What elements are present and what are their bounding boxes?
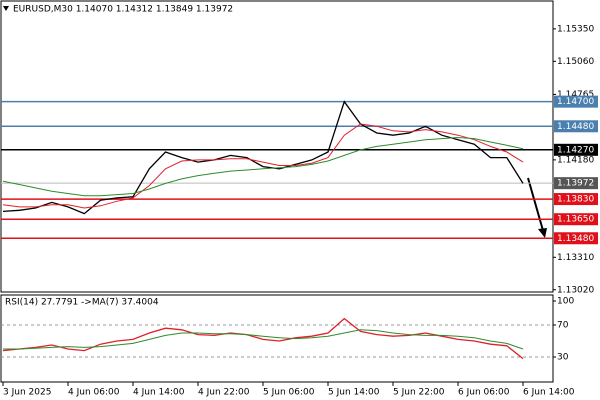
rsi-panel <box>0 294 554 383</box>
series-line <box>2 123 524 209</box>
level-box <box>554 193 598 206</box>
y-tick-label: 1.15060 <box>557 57 594 67</box>
level-label: 1.14270 <box>557 145 594 155</box>
series-line <box>2 136 524 197</box>
level-label: 1.14700 <box>557 97 594 107</box>
x-tick-label: 4 Jun 22:00 <box>198 388 250 398</box>
current-price-label: 1.13972 <box>557 179 594 189</box>
level-box <box>554 143 598 156</box>
arrow-head <box>538 228 547 238</box>
price-panel <box>0 0 554 293</box>
chart-title: EURUSD,M30 1.14070 1.14312 1.13849 1.139… <box>13 5 233 15</box>
x-tick-label: 5 Jun 22:00 <box>393 388 445 398</box>
level-box <box>554 95 598 108</box>
series-line <box>3 329 524 350</box>
y-tick-label: 1.14180 <box>557 155 594 165</box>
y-tick-label: 1.13020 <box>557 285 594 295</box>
y-tick-label: 100 <box>557 297 574 307</box>
level-box <box>554 232 598 245</box>
menu-icon[interactable] <box>3 6 9 11</box>
x-tick-label: 4 Jun 14:00 <box>133 388 185 398</box>
y-tick-label: 1.15350 <box>557 24 594 34</box>
x-tick-label: 5 Jun 06:00 <box>263 388 315 398</box>
level-label: 1.13650 <box>557 215 594 225</box>
y-tick-label: 70 <box>557 321 569 331</box>
y-tick-label: 1.14765 <box>557 90 594 100</box>
current-price-box <box>554 177 598 190</box>
level-box <box>554 120 598 133</box>
x-tick-label: 5 Jun 14:00 <box>328 388 380 398</box>
level-label: 1.13480 <box>557 234 594 244</box>
series-line <box>2 100 524 215</box>
x-tick-label: 6 Jun 14:00 <box>523 388 575 398</box>
x-tick-label: 6 Jun 06:00 <box>458 388 510 398</box>
rsi-title: RSI(14) 27.7791 ->MA(7) 37.4004 <box>5 298 159 308</box>
y-tick-label: 30 <box>557 353 569 363</box>
forecast-arrow <box>527 177 545 235</box>
level-box <box>554 213 598 226</box>
level-label: 1.13830 <box>557 195 594 205</box>
level-label: 1.14480 <box>557 122 594 132</box>
x-tick-label: 3 Jun 2025 <box>3 388 51 398</box>
y-tick-label: 1.13310 <box>557 253 594 263</box>
x-tick-label: 4 Jun 06:00 <box>68 388 120 398</box>
